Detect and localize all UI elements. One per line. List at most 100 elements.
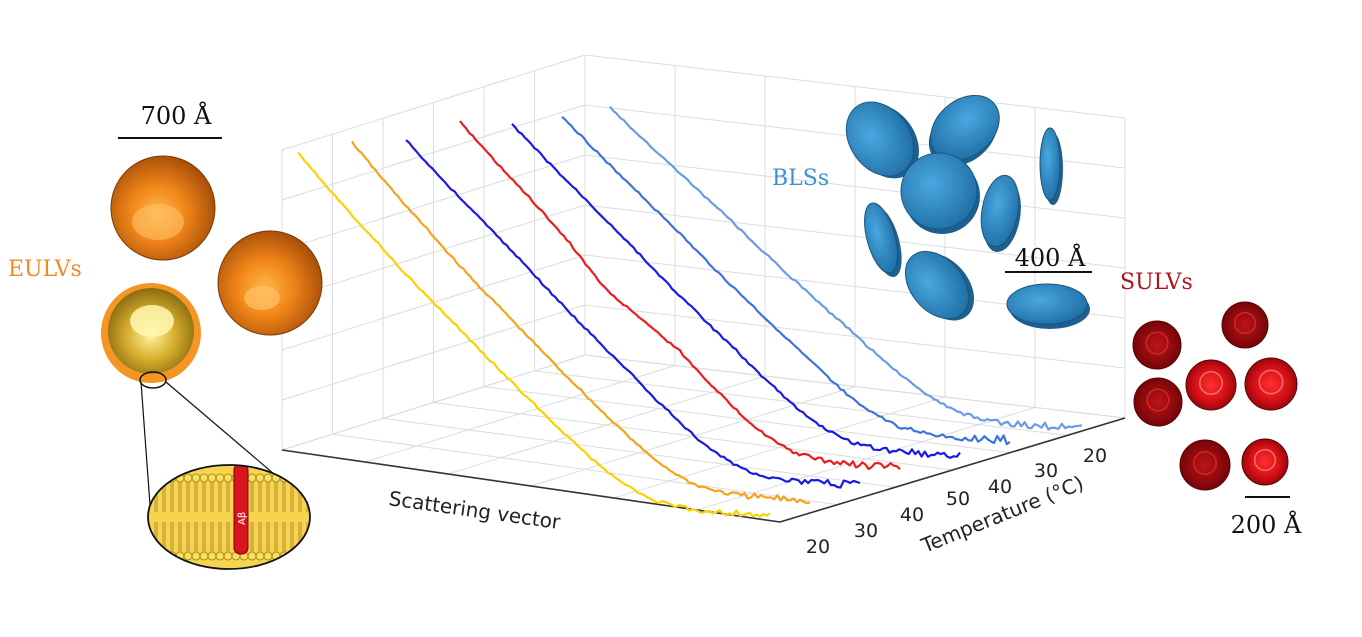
sulv-vesicle-highlight — [1233, 311, 1257, 335]
lipid-head — [191, 551, 201, 561]
y-tick-label: 30 — [1034, 460, 1058, 482]
eulv-vesicle — [217, 230, 323, 336]
bicelle — [864, 202, 898, 274]
series-group — [297, 105, 1083, 518]
sulv-vesicle — [1241, 438, 1289, 486]
eulv-group: 700 Å EULVs Aβ — [8, 101, 323, 570]
lipid-head — [312, 474, 320, 482]
series-line — [561, 115, 1011, 446]
grid-line — [584, 154, 1126, 219]
y-tick-label: 40 — [988, 476, 1012, 498]
bls-group: BLSs 400 Å — [772, 94, 1092, 329]
lipid-head — [303, 551, 310, 561]
x-axis-label: Scattering vector — [387, 486, 562, 534]
sulv-group: SULVs 200 Å — [1120, 270, 1302, 539]
grid-line — [281, 204, 586, 301]
series-line — [511, 123, 961, 459]
bicelle — [845, 101, 915, 177]
lipid-head — [312, 552, 320, 560]
grid-line — [281, 304, 586, 401]
lipid-head — [255, 551, 265, 561]
lipid-head — [207, 473, 217, 483]
sulv-vesicle-highlight — [1198, 370, 1224, 396]
grid-line — [534, 370, 1068, 436]
grid-line — [584, 354, 1126, 419]
lipid-head — [303, 473, 310, 483]
lipid-head — [199, 473, 209, 483]
lipid-head — [183, 551, 193, 561]
sulv-vesicle-highlight — [1145, 331, 1169, 355]
lipid-head — [136, 474, 144, 482]
lipid-head — [287, 551, 297, 561]
sulv-vesicle — [1133, 377, 1183, 427]
lipid-head — [223, 473, 233, 483]
y-axis-line — [779, 417, 1126, 523]
lipid-head — [295, 473, 305, 483]
bls-scale-label: 400 Å — [1015, 243, 1086, 272]
zoom-line — [140, 381, 151, 506]
grid-line — [281, 54, 586, 151]
lipid-head — [223, 551, 233, 561]
eulv-vesicle-highlight — [130, 305, 174, 337]
grid-line — [281, 154, 586, 251]
y-tick-label: 20 — [1083, 445, 1107, 467]
grid-line — [584, 304, 1126, 369]
grid-line — [613, 396, 946, 499]
sulv-vesicle — [1179, 439, 1231, 491]
sulv-vesicle-highlight — [1146, 388, 1170, 412]
lipid-head — [183, 473, 193, 483]
lipid-head — [295, 551, 305, 561]
lipid-head — [215, 551, 225, 561]
lipid-head — [215, 473, 225, 483]
bicelle — [930, 94, 1000, 162]
grid-line — [584, 204, 1126, 269]
lipid-head — [255, 473, 265, 483]
sulv-vesicle — [1221, 301, 1269, 349]
lipid-head — [263, 551, 273, 561]
lipid-head — [191, 473, 201, 483]
eulv-vesicle-highlight — [244, 286, 280, 310]
lipid-head — [263, 473, 273, 483]
sulv-vesicle-highlight — [1253, 448, 1277, 472]
lipid-head — [247, 551, 257, 561]
grid-line — [281, 104, 586, 201]
series-line — [609, 105, 1083, 431]
lipid-head — [151, 473, 161, 483]
series-line — [297, 151, 771, 518]
zoom-marker — [139, 371, 167, 389]
lipid-head — [159, 551, 169, 561]
series-line — [351, 140, 811, 505]
peptide-label: Aβ — [237, 512, 248, 525]
lipid-head — [136, 552, 144, 560]
peptide-abeta — [233, 465, 249, 555]
y-ticks: 20 30 40 50 40 30 20 — [806, 445, 1107, 558]
y-tick-label: 20 — [806, 536, 830, 558]
lipid-head — [151, 551, 161, 561]
lipid-head — [159, 473, 169, 483]
sulv-vesicle — [1244, 357, 1298, 411]
bls-label: BLSs — [772, 166, 829, 191]
eulv-vesicle-highlight — [132, 204, 184, 240]
lipid-head — [247, 473, 257, 483]
lipid-head — [287, 473, 297, 483]
sulv-scale-label: 200 Å — [1231, 510, 1302, 539]
grid-line — [584, 54, 1126, 119]
membrane-zoom-border — [147, 464, 311, 570]
bicelle — [1039, 127, 1061, 201]
bicelle — [980, 174, 1020, 248]
lipid-head — [207, 551, 217, 561]
sulv-vesicle-highlight — [1258, 369, 1284, 395]
eulv-scale-label: 700 Å — [141, 101, 212, 130]
series-line — [405, 139, 861, 489]
lipid-head — [148, 551, 153, 561]
y-tick-label: 50 — [946, 488, 970, 510]
bicelle — [900, 152, 978, 230]
membrane-zoom — [136, 465, 320, 569]
eulv-label: EULVs — [8, 257, 82, 282]
y-tick-label: 40 — [900, 504, 924, 526]
sulv-vesicle — [1185, 359, 1237, 411]
lipid-head — [199, 551, 209, 561]
bicelle — [1006, 283, 1088, 325]
bicelle — [904, 250, 970, 320]
